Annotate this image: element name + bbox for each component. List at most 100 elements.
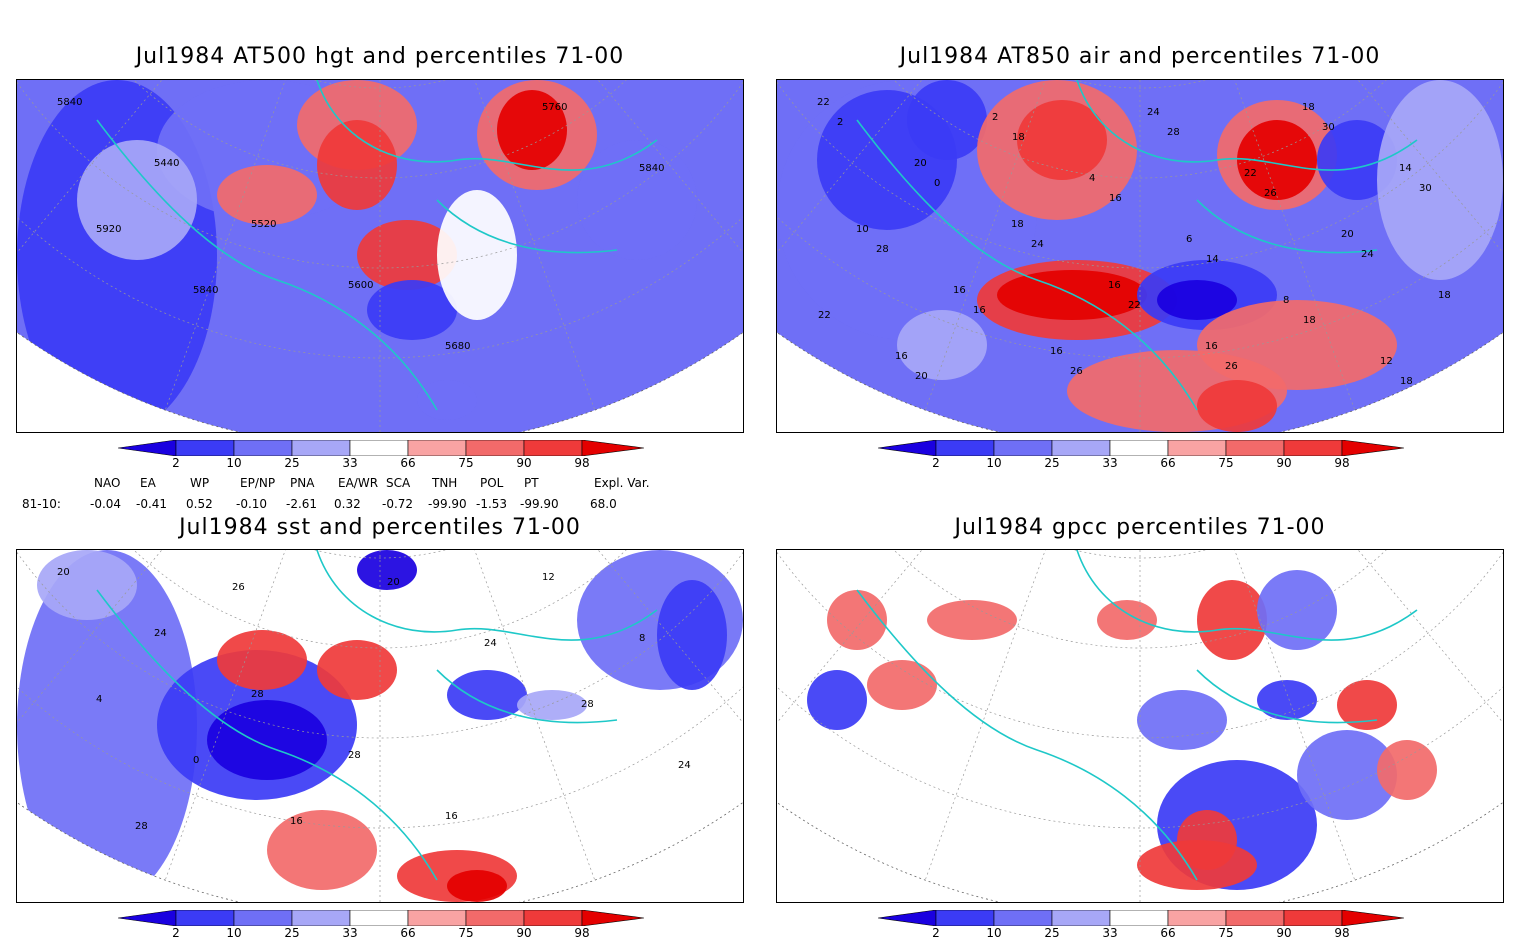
colorbar-top-right: 2 10 25 33 66 75 90 98	[877, 439, 1405, 476]
contour-label: 28	[581, 699, 594, 710]
contour-label: 16	[1109, 193, 1122, 204]
anomaly-patch	[1197, 380, 1277, 432]
contour-label: 24	[154, 628, 167, 639]
colorbar-label: 90	[1276, 926, 1292, 940]
contour-label: 24	[1147, 107, 1160, 118]
contour-label: 14	[1399, 163, 1412, 174]
colorbar-svg	[117, 439, 645, 457]
contour-label: 20	[1341, 229, 1354, 240]
contour-label: 18	[1400, 376, 1413, 387]
contour-label: 5680	[445, 341, 470, 352]
anomaly-patch	[1297, 730, 1397, 820]
colorbar-bottom-right: 2 10 25 33 66 75 90 98	[877, 909, 1405, 940]
index-header: TNH	[432, 476, 458, 490]
colorbar-label: 98	[574, 926, 590, 940]
index-value: -0.41	[136, 497, 168, 511]
colorbar-bottom-left: 2 10 25 33 66 75 90 98	[117, 909, 645, 940]
map-hgt-svg: 5840 5440 5520 5600 5680 5760 5840 5920 5840	[17, 80, 743, 432]
anomaly-patch	[497, 90, 567, 170]
index-value: -0.72	[382, 497, 414, 511]
contour-label: 26	[1070, 366, 1083, 377]
anomaly-patch	[367, 280, 457, 340]
index-header: EA/WR	[338, 476, 379, 490]
contour-label: 12	[1380, 356, 1393, 367]
map-air-svg: 2220181616181410161624222018162468122024…	[777, 80, 1503, 432]
colorbar-label: 90	[1276, 456, 1292, 470]
contour-label: 16	[290, 816, 303, 827]
anomaly-patch	[827, 590, 887, 650]
contour-label: 18	[1303, 315, 1316, 326]
colorbar-label: 25	[284, 926, 300, 940]
colorbar-label: 66	[400, 456, 416, 470]
contour-label: 2	[992, 112, 998, 123]
anomaly-patch	[997, 270, 1147, 320]
contour-label: 20	[57, 567, 70, 578]
contour-label: 28	[876, 244, 889, 255]
contour-label: 4	[1089, 173, 1095, 184]
index-value: -2.61	[286, 497, 318, 511]
contour-label: 8	[639, 633, 645, 644]
map-panel-hgt: 5840 5440 5520 5600 5680 5760 5840 5920 5840	[16, 79, 744, 433]
anomaly-patch	[897, 310, 987, 380]
anomaly-patch	[1257, 570, 1337, 650]
contour-label: 5600	[348, 280, 373, 291]
anomaly-patch	[1257, 680, 1317, 720]
anomaly-patch	[1337, 680, 1397, 730]
map-panel-air: 22 20 18 16 16 18 14 10 16 16 24 22 20 18 16 2 4 6 8 12 2 0 24…	[776, 79, 1504, 433]
contour-label: 26	[1264, 188, 1277, 199]
map-panel-gpcc	[776, 549, 1504, 903]
index-value: -1.53	[476, 497, 508, 511]
anomaly-patch	[317, 640, 397, 700]
anomaly-patch	[17, 550, 197, 902]
index-header: Expl. Var.	[594, 476, 650, 490]
contour-label: 24	[1031, 239, 1044, 250]
colorbar-label: 90	[516, 456, 532, 470]
index-value: 68.0	[590, 497, 617, 511]
anomaly-patch	[927, 600, 1017, 640]
contour-label: 6	[1186, 234, 1192, 245]
index-value: -99.90	[428, 497, 467, 511]
anomaly-patch	[517, 690, 587, 720]
contour-label: 0	[193, 755, 199, 766]
anomaly-patch	[1017, 100, 1107, 180]
anomaly-patch	[1377, 80, 1503, 280]
colorbar-label: 98	[574, 456, 590, 470]
index-header: PT	[524, 476, 539, 490]
contour-label: 18	[1012, 132, 1025, 143]
contour-label: 16	[445, 811, 458, 822]
index-header: NAO	[94, 476, 121, 490]
index-value: -99.90	[520, 497, 559, 511]
contour-label: 22	[1128, 300, 1141, 311]
contour-label: 2	[837, 117, 843, 128]
anomaly-patch	[437, 190, 517, 320]
anomaly-patch	[1237, 120, 1317, 200]
colorbar-label: 66	[400, 926, 416, 940]
contour-label: 16	[895, 351, 908, 362]
anomaly-patch	[37, 550, 137, 620]
colorbar-label: 2	[932, 926, 940, 940]
contour-label: 18	[1438, 290, 1451, 301]
contour-label: 16	[1050, 346, 1063, 357]
map-sst-svg: 20 24 28 28 16 12 8 4 0 16 20 24 28 24 28 26	[17, 550, 743, 902]
anomaly-patch	[357, 220, 457, 290]
anomaly-patch	[447, 870, 507, 902]
anomaly-patch	[217, 165, 317, 225]
colorbar-label: 10	[226, 456, 242, 470]
colorbar-top-left: 2 10 25 33 66 75 90 98	[117, 439, 645, 476]
contour-label: 16	[1108, 280, 1121, 291]
anomaly-patch	[1137, 840, 1257, 890]
contour-label: 12	[542, 572, 555, 583]
colorbar-label: 75	[1218, 926, 1234, 940]
colorbar-label: 33	[342, 926, 358, 940]
index-value: -0.04	[90, 497, 122, 511]
contour-label: 22	[817, 97, 830, 108]
colorbar-label: 2	[932, 456, 940, 470]
anomaly-patch	[1157, 280, 1237, 320]
anomaly-patch	[657, 580, 727, 690]
anomaly-patch	[217, 630, 307, 690]
contour-label: 30	[1322, 122, 1335, 133]
colorbar-label: 66	[1160, 926, 1176, 940]
index-header: PNA	[290, 476, 315, 490]
colorbar-label: 33	[1102, 456, 1118, 470]
contour-label: 5440	[154, 158, 179, 169]
